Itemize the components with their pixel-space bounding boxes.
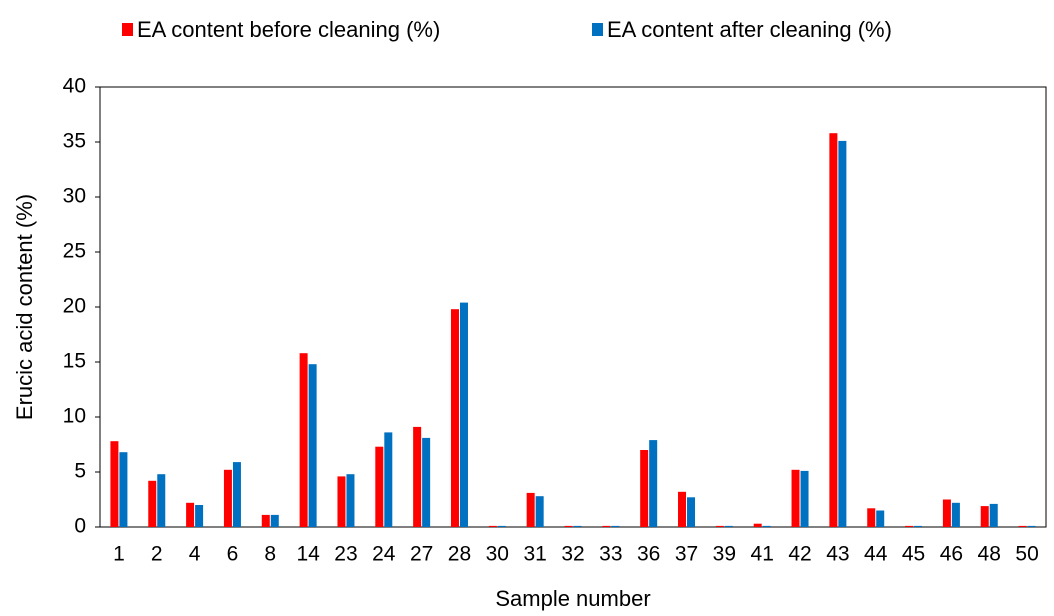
y-tick-label: 40 [63,75,86,98]
bar [261,514,270,527]
bar [914,525,923,527]
x-tick-label: 50 [1015,543,1038,566]
bar [375,446,384,527]
y-axis-title: Erucic acid content (%) [12,194,37,420]
x-tick-label: 14 [296,543,320,566]
x-tick-label: 41 [751,543,774,566]
x-tick-label: 30 [486,543,509,566]
bar [1018,525,1027,527]
bar [148,480,157,527]
bar [905,525,914,527]
bar [337,476,346,527]
y-tick-label: 10 [63,405,86,428]
x-tick-label: 32 [561,543,584,566]
x-tick-label: 28 [448,543,471,566]
bar [459,302,468,527]
x-tick-label: 46 [940,543,963,566]
bar [526,492,535,527]
bar [791,469,800,527]
x-tick-label: 36 [637,543,660,566]
x-tick-label: 6 [227,543,239,566]
bar [942,499,951,527]
x-tick-label: 44 [864,543,888,566]
bar [611,525,620,527]
y-tick-label: 35 [63,130,86,153]
x-tick-label: 24 [372,543,396,566]
y-tick-label: 30 [63,185,86,208]
bar [640,450,649,527]
bar [110,441,119,527]
x-tick-label: 45 [902,543,925,566]
x-tick-label: 39 [713,543,736,566]
bar [678,491,687,527]
bar [564,525,573,527]
bar [270,514,279,527]
bar [450,309,459,527]
x-tick-label: 48 [978,543,1001,566]
bar [384,432,393,527]
x-tick-label: 37 [675,543,698,566]
bar [299,353,308,527]
bar [195,505,204,527]
bar [602,525,611,527]
x-tick-label: 31 [523,543,546,566]
legend-swatch [122,23,133,36]
legend-label: EA content after cleaning (%) [607,17,892,42]
bar [753,523,762,527]
bar [1027,525,1036,527]
bar [980,506,989,527]
x-tick-label: 27 [410,543,433,566]
x-tick-label: 43 [826,543,849,566]
bar [232,462,241,527]
bar [346,474,355,527]
bar [800,470,809,527]
bar [535,496,544,527]
bar [829,133,838,527]
bar [838,140,847,527]
x-tick-label: 1 [113,543,125,566]
bar [951,502,960,527]
y-tick-label: 15 [63,350,86,373]
legend-label: EA content before cleaning (%) [137,17,440,42]
bar [649,440,658,527]
x-tick-label: 2 [151,543,163,566]
legend-swatch [592,23,603,36]
bar [867,508,876,527]
bar [497,525,506,527]
bar [715,525,724,527]
bar [422,437,431,527]
bar [157,474,166,527]
bar [308,364,317,527]
plot-frame [99,86,1047,528]
x-tick-label: 4 [189,543,201,566]
x-tick-label: 8 [264,543,276,566]
bar [573,525,582,527]
bar [687,497,696,527]
bar [186,502,195,527]
bar [724,525,733,527]
y-tick-label: 5 [74,460,86,483]
bar [876,510,885,527]
x-tick-label: 23 [334,543,357,566]
bar [989,503,998,527]
x-axis-title: Sample number [495,586,650,611]
x-tick-label: 42 [788,543,811,566]
bar [413,426,422,527]
y-tick-label: 25 [63,240,86,263]
bar [223,469,232,527]
y-tick-label: 20 [63,295,86,318]
x-tick-label: 33 [599,543,622,566]
bar [488,525,497,527]
bar [119,452,128,527]
bar [762,525,771,527]
y-tick-label: 0 [74,515,86,538]
